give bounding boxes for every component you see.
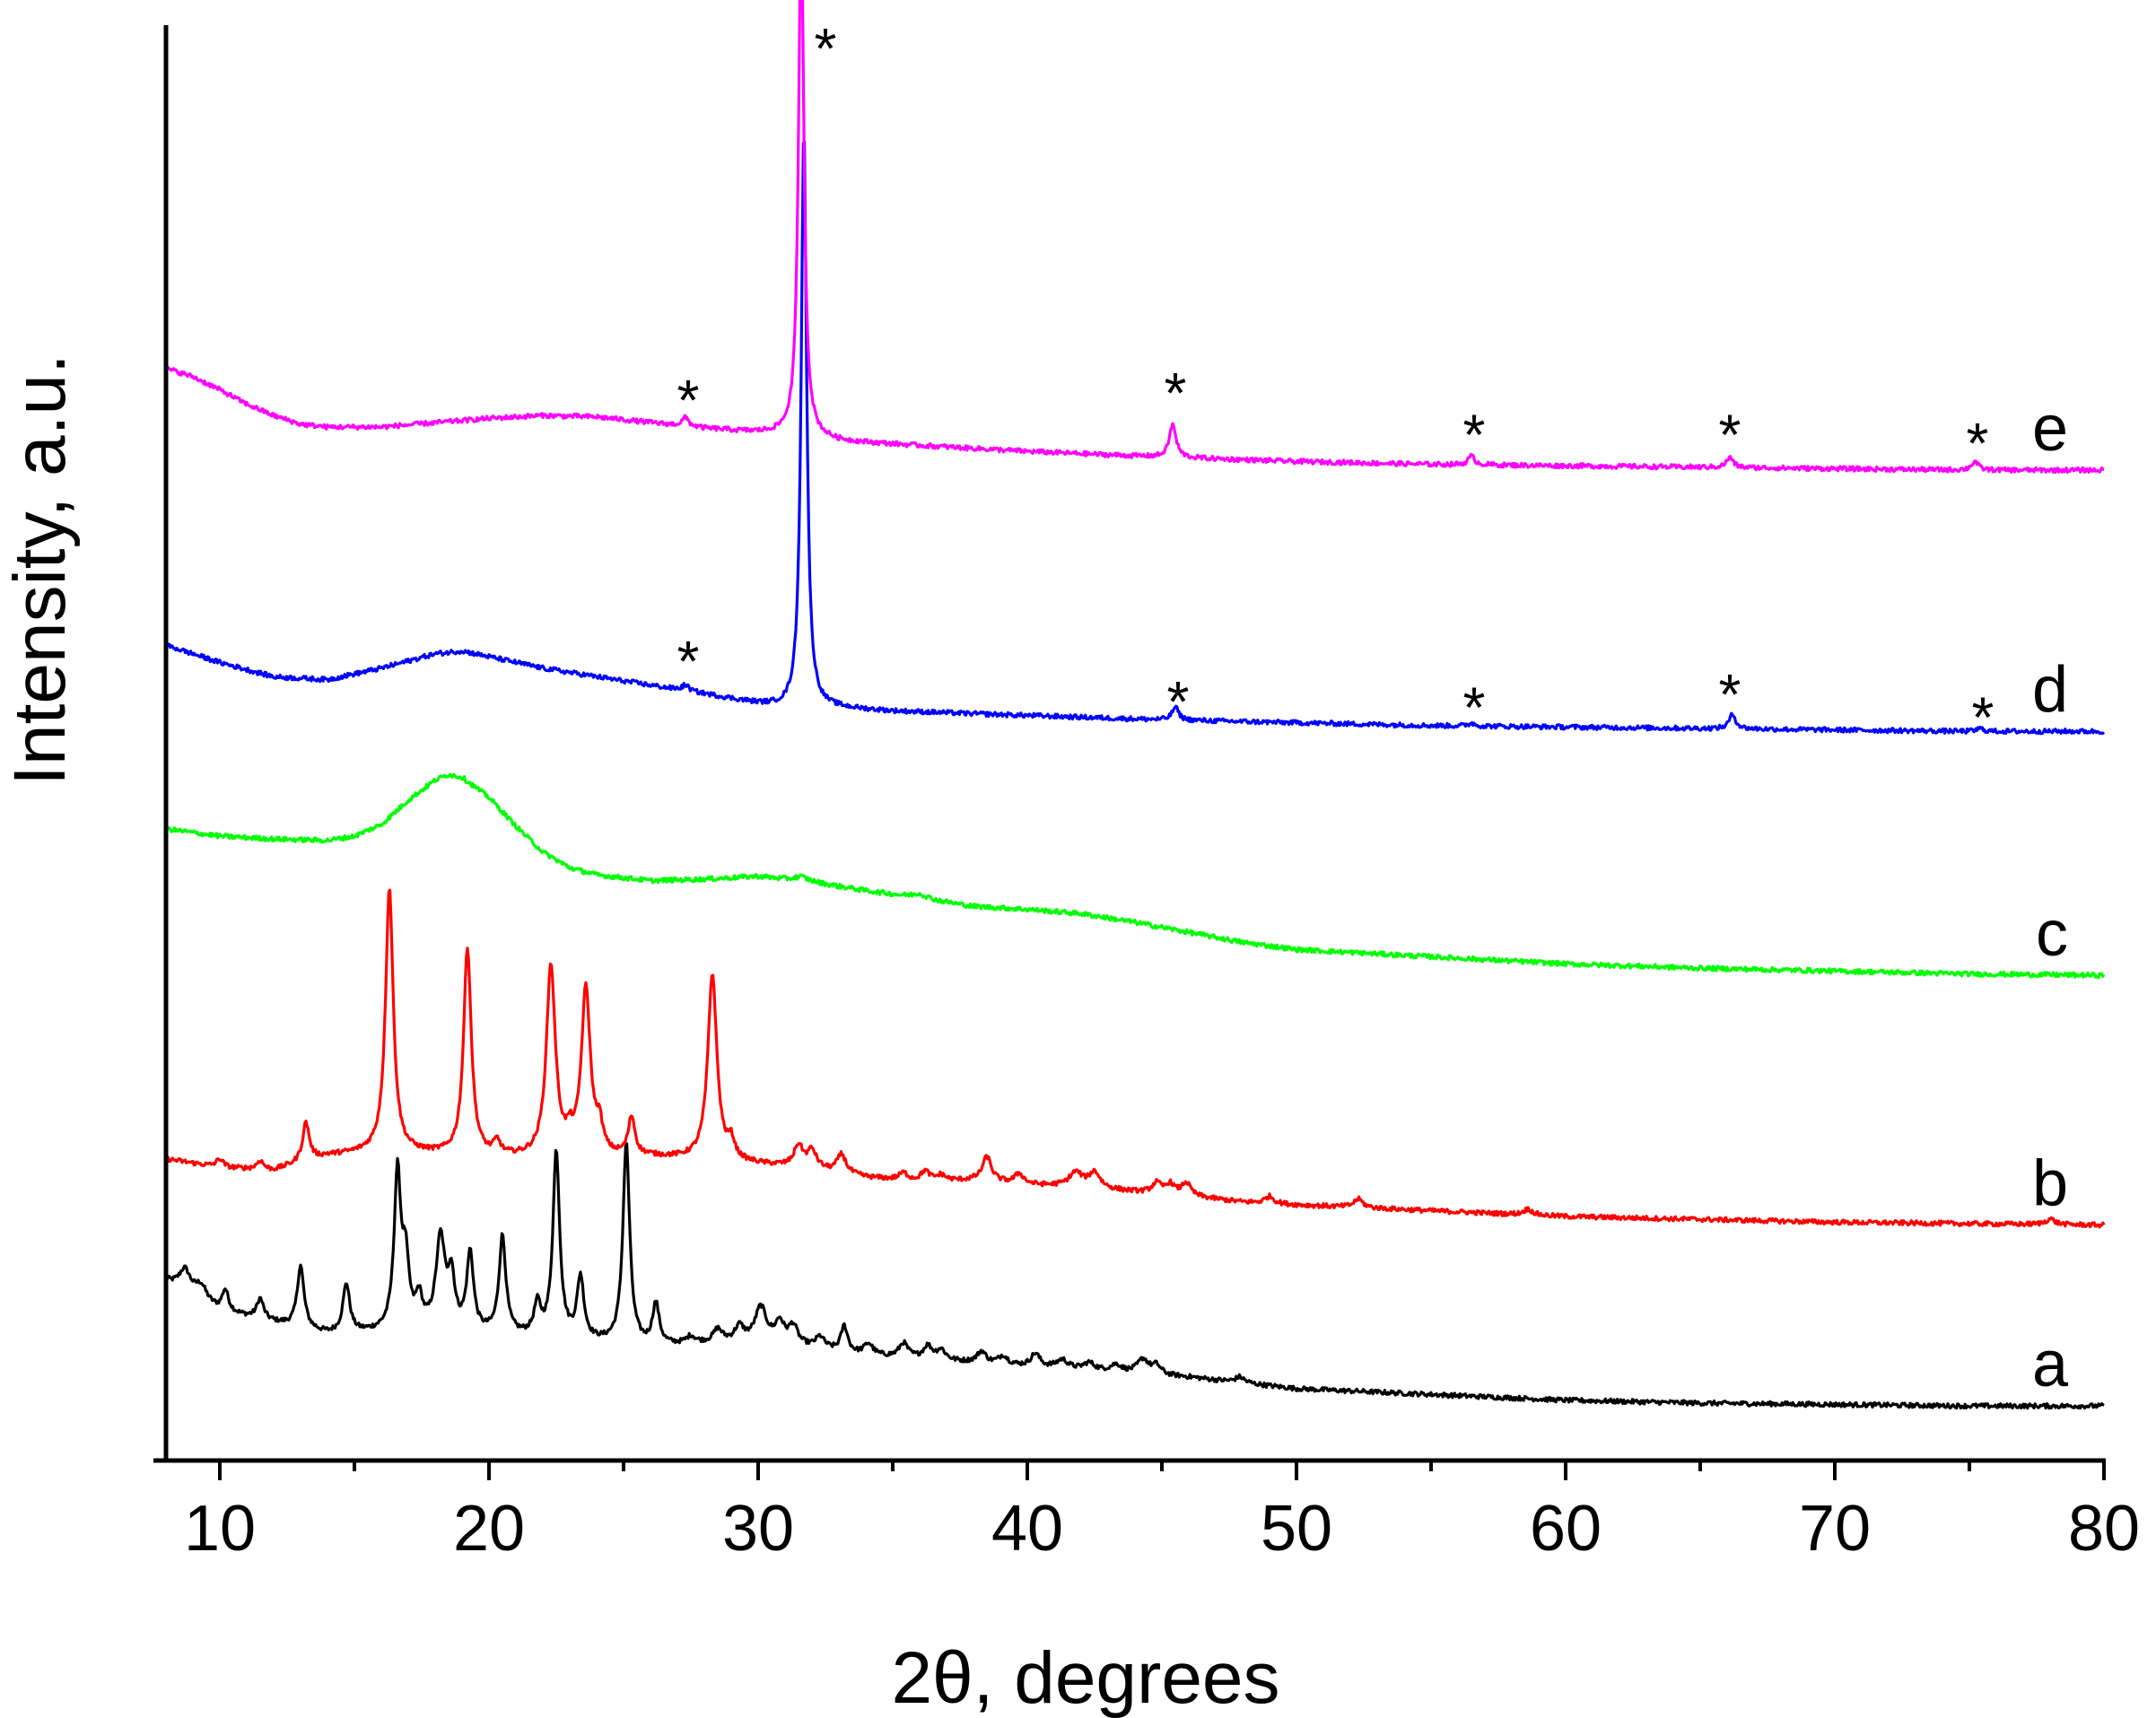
- series-label-c: c: [2036, 898, 2068, 970]
- series-label-e: e: [2032, 393, 2068, 465]
- x-tick-label-30: 30: [722, 1493, 794, 1565]
- series-line-e: [165, 0, 2105, 475]
- x-tick-label-10: 10: [184, 1493, 256, 1565]
- peak-marker-3: *: [1463, 402, 1486, 467]
- series-label-d: d: [2032, 654, 2068, 726]
- series-label-b: b: [2032, 1148, 2068, 1220]
- series-line-a: [164, 1142, 2105, 1410]
- x-axis-title: 2θ, degrees: [891, 1637, 1279, 1718]
- peak-marker-7: *: [1167, 669, 1190, 734]
- peak-marker-5: *: [1967, 411, 1989, 475]
- peak-marker-10: *: [1972, 685, 1995, 750]
- peak-marker-4: *: [1719, 402, 1741, 467]
- peak-marker-9: *: [1719, 662, 1741, 727]
- series-line-d: [165, 140, 2106, 736]
- peak-marker-8: *: [1463, 675, 1486, 739]
- peak-marker-0: *: [677, 368, 700, 432]
- series-line-b: [164, 888, 2106, 1229]
- x-tick-label-70: 70: [1799, 1493, 1871, 1565]
- axis-layer: 10 20 30 40 50 60 70 80: [153, 25, 2140, 1565]
- x-tick-label-60: 60: [1530, 1493, 1602, 1565]
- series-layer: a b c d e: [164, 0, 2106, 1410]
- series-line-c: [164, 772, 2106, 980]
- x-tick-label-80: 80: [2068, 1493, 2140, 1565]
- x-tick-label-50: 50: [1261, 1493, 1332, 1565]
- annotation-layer: * * * * * * * * * * *: [677, 16, 1995, 750]
- x-tick-label-20: 20: [453, 1493, 525, 1565]
- peak-marker-1: *: [815, 16, 837, 81]
- peak-marker-6: *: [677, 629, 700, 693]
- y-axis-title: Intensity, a.u.: [0, 353, 81, 786]
- x-tick-label-40: 40: [991, 1493, 1063, 1565]
- series-label-a: a: [2032, 1329, 2069, 1400]
- peak-marker-2: *: [1165, 361, 1187, 425]
